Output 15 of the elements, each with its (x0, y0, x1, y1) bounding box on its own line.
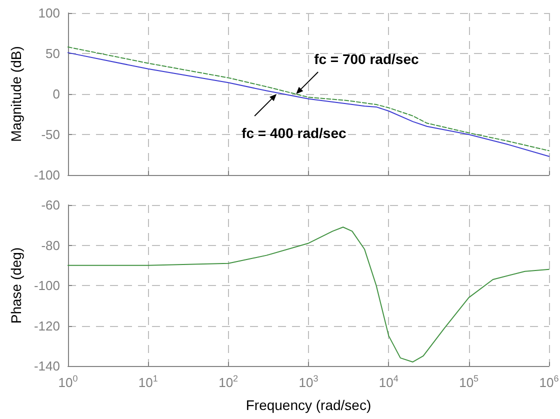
y-tick-label: -100 (34, 168, 60, 182)
y-tick-label: 50 (46, 46, 60, 61)
x-axis-title: Frequency (rad/sec) (246, 397, 372, 413)
annotation: fc = 700 rad/sec (314, 51, 419, 67)
y-tick-label: -120 (34, 318, 60, 334)
y-tick-label: -50 (41, 127, 60, 142)
y-axis-title: Phase (deg) (8, 247, 24, 324)
y-tick-label: 100 (38, 6, 60, 20)
y-tick-label: -80 (41, 238, 60, 253)
y-tick-label: 0 (52, 86, 60, 102)
y-axis-title: Magnitude (dB) (8, 46, 24, 142)
y-tick-label: -60 (41, 198, 60, 212)
y-tick-label: -100 (34, 278, 60, 293)
y-tick-label: -140 (34, 358, 60, 374)
annotation: fc = 400 rad/sec (242, 125, 346, 141)
